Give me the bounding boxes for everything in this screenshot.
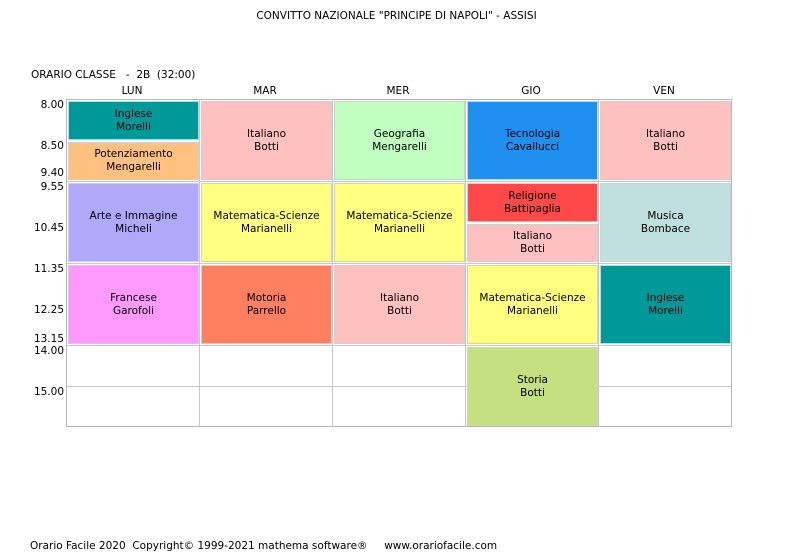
lesson-cell[interactable]: Matematica-Scienze Marianelli bbox=[201, 183, 332, 262]
lesson-cell[interactable]: Italiano Botti bbox=[467, 224, 598, 262]
time-label: 10.45 bbox=[33, 222, 64, 234]
lesson-subject: Francese bbox=[110, 291, 157, 304]
lesson-teacher: Botti bbox=[387, 304, 412, 317]
lesson-cell[interactable]: Geografia Mengarelli bbox=[334, 101, 465, 180]
class-label: ORARIO CLASSE - 2B (32:00) bbox=[31, 69, 196, 81]
time-label: 13.15 bbox=[33, 333, 64, 345]
grid-line bbox=[67, 263, 731, 264]
lesson-teacher: Mengarelli bbox=[106, 161, 161, 173]
lesson-teacher: Cavallucci bbox=[505, 140, 560, 153]
grid-line bbox=[67, 386, 731, 387]
lesson-cell[interactable]: Inglese Morelli bbox=[600, 265, 731, 344]
lesson-teacher: Marianelli bbox=[240, 222, 293, 235]
lesson-teacher: Botti bbox=[520, 386, 545, 399]
day-header-lun: LUN bbox=[121, 85, 143, 97]
lesson-cell[interactable]: Francese Garofoli bbox=[68, 265, 199, 344]
day-header-gio: GIO bbox=[521, 85, 541, 97]
time-label: 8.50 bbox=[40, 140, 64, 152]
lesson-teacher: Botti bbox=[520, 243, 545, 255]
lesson-cell[interactable]: Religione Battipaglia bbox=[467, 183, 598, 222]
lesson-teacher: Parrello bbox=[246, 304, 287, 317]
lesson-subject: Inglese bbox=[646, 291, 685, 304]
lesson-teacher: Marianelli bbox=[373, 222, 426, 235]
footer-copyright: Orario Facile 2020 Copyright© 1999-2021 … bbox=[30, 540, 498, 552]
lesson-subject: Religione bbox=[508, 189, 557, 202]
lesson-teacher: Morelli bbox=[648, 304, 683, 317]
lesson-subject: Matematica-Scienze bbox=[479, 291, 586, 304]
time-label: 14.00 bbox=[33, 345, 64, 357]
lesson-cell[interactable]: Potenziamento Mengarelli bbox=[68, 142, 199, 180]
lesson-subject: Italiano bbox=[646, 127, 685, 140]
lesson-subject: Motoria bbox=[246, 291, 287, 304]
lesson-subject: Italiano bbox=[247, 127, 286, 140]
lesson-subject: Italiano bbox=[513, 230, 552, 242]
lesson-cell[interactable]: Storia Botti bbox=[467, 347, 598, 426]
time-label: 12.25 bbox=[33, 304, 64, 316]
lesson-cell[interactable]: Matematica-Scienze Marianelli bbox=[334, 183, 465, 262]
lesson-cell[interactable]: Inglese Morelli bbox=[68, 101, 199, 140]
lesson-teacher: Mengarelli bbox=[372, 140, 427, 153]
day-header-ven: VEN bbox=[653, 85, 675, 97]
lesson-cell[interactable]: Motoria Parrello bbox=[201, 265, 332, 344]
grid-line bbox=[67, 181, 731, 182]
time-label: 15.00 bbox=[33, 386, 64, 398]
day-header-mar: MAR bbox=[253, 85, 277, 97]
lesson-subject: Tecnologia bbox=[504, 127, 561, 140]
lesson-teacher: Botti bbox=[653, 140, 678, 153]
school-title: CONVITTO NAZIONALE "PRINCIPE DI NAPOLI" … bbox=[256, 10, 537, 22]
lesson-subject: Musica bbox=[647, 209, 684, 222]
lesson-cell[interactable]: Italiano Botti bbox=[600, 101, 731, 180]
time-label: 11.35 bbox=[33, 263, 64, 275]
lesson-subject: Potenziamento bbox=[94, 148, 173, 160]
lesson-cell[interactable]: Italiano Botti bbox=[334, 265, 465, 344]
lesson-teacher: Morelli bbox=[116, 120, 151, 133]
lesson-subject: Storia bbox=[517, 373, 548, 386]
time-label: 9.40 bbox=[40, 167, 64, 179]
lesson-subject: Arte e Immagine bbox=[89, 209, 178, 222]
lesson-subject: Geografia bbox=[373, 127, 426, 140]
lesson-teacher: Battipaglia bbox=[504, 202, 561, 215]
lesson-teacher: Marianelli bbox=[506, 304, 559, 317]
lesson-cell[interactable]: Tecnologia Cavallucci bbox=[467, 101, 598, 180]
day-header-mer: MER bbox=[386, 85, 410, 97]
lesson-teacher: Bombace bbox=[640, 222, 691, 235]
time-label: 8.00 bbox=[40, 99, 64, 111]
time-label: 9.55 bbox=[40, 181, 64, 193]
timetable-grid: Inglese Morelli Potenziamento Mengarelli… bbox=[66, 99, 732, 427]
lesson-subject: Matematica-Scienze bbox=[213, 209, 320, 222]
lesson-teacher: Micheli bbox=[115, 222, 152, 235]
lesson-subject: Italiano bbox=[380, 291, 419, 304]
lesson-subject: Matematica-Scienze bbox=[346, 209, 453, 222]
lesson-cell[interactable]: Arte e Immagine Micheli bbox=[68, 183, 199, 262]
lesson-subject: Inglese bbox=[114, 107, 153, 120]
lesson-cell[interactable]: Musica Bombace bbox=[600, 183, 731, 262]
lesson-teacher: Garofoli bbox=[112, 304, 155, 317]
lesson-cell[interactable]: Matematica-Scienze Marianelli bbox=[467, 265, 598, 344]
lesson-cell[interactable]: Italiano Botti bbox=[201, 101, 332, 180]
grid-line bbox=[67, 345, 731, 346]
lesson-teacher: Botti bbox=[254, 140, 279, 153]
